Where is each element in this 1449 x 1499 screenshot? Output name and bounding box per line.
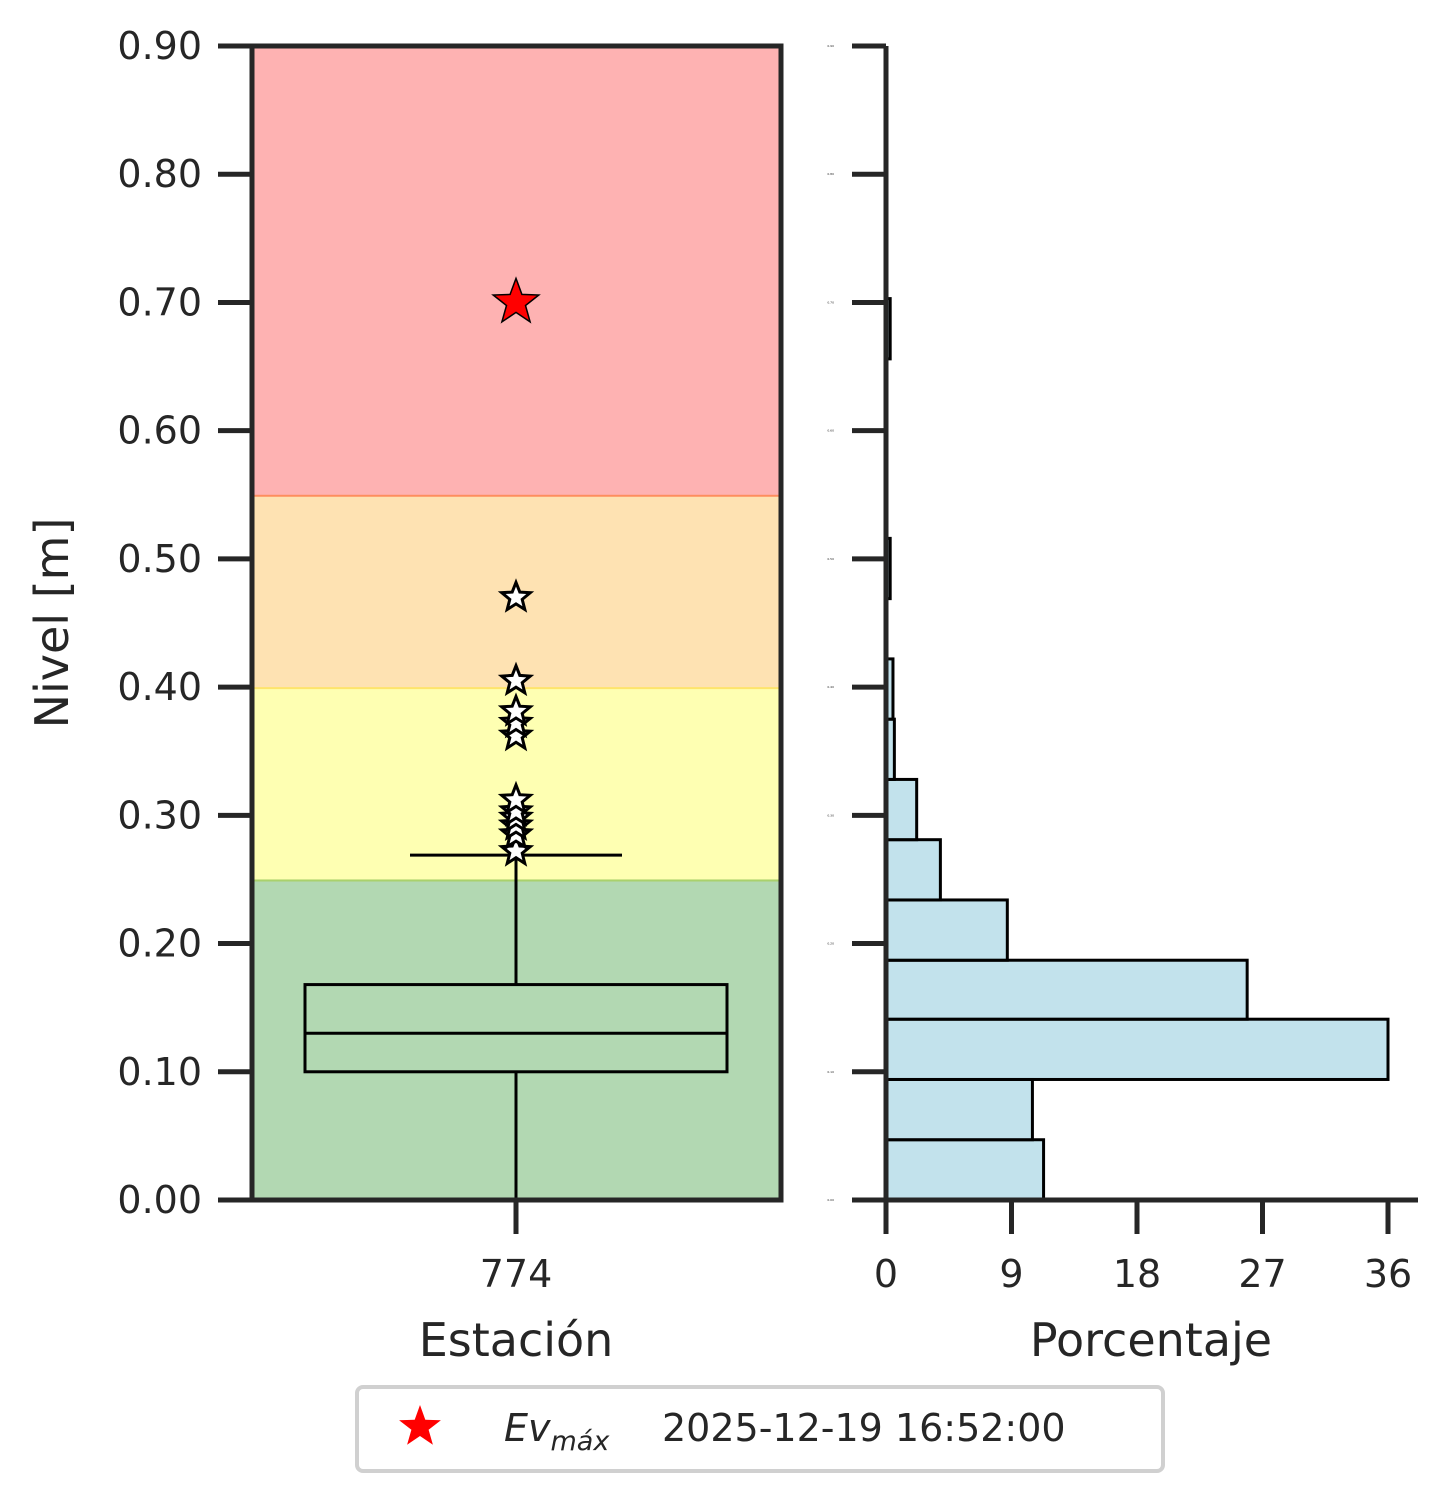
star-icon [399,1405,441,1445]
histogram-bar [884,1138,1046,1202]
box-plot-panel: 0.00 0.10 0.20 0.30 0.40 0.50 0.60 0.70 0.80 0.90… [25,24,784,1367]
outlier-star [497,792,535,827]
histogram-bar [884,1077,1034,1142]
histogram-y-tick-label: 0.80 [827,172,834,176]
legend-label-main: Ev [504,1406,551,1450]
outlier-star [497,661,535,697]
y-tick-label: 0.70 [117,280,202,324]
y-tick-label: 0.60 [117,409,202,453]
histogram-y-tick-label: 0.40 [827,685,834,689]
x-tick-label: 774 [480,1252,553,1296]
histogram-x-tick-label: 9 [999,1252,1023,1296]
histogram-y-tick-label: 0.00 [827,1198,834,1202]
y-tick-label: 0.10 [117,1050,202,1094]
histogram-y-tick-label: 0.60 [827,429,834,433]
histogram-x-tick-label: 27 [1238,1252,1286,1296]
x-axis-ticks: 774 [480,1200,553,1296]
histogram-x-ticks: 0 9 18 27 36 [874,1200,1412,1296]
y-tick-label: 0.00 [117,1178,202,1222]
outlier-star [497,578,535,613]
histogram-panel: 0.00 0.10 0.20 0.30 0.40 0.50 0.60 0.70 0.80 0.90… [827,43,1418,1367]
y-tick-label: 0.30 [117,793,202,837]
histogram-x-tick-label: 36 [1364,1252,1412,1296]
y-axis-ticks: 0.00 0.10 0.20 0.30 0.40 0.50 0.60 0.70 0.80 0.90 [117,24,252,1222]
histogram-bar [884,838,942,902]
y-tick-label: 0.90 [117,24,202,68]
legend-date: 2025-12-19 16:52:00 [662,1406,1066,1450]
histogram-y-tick-label: 0.10 [827,1070,834,1074]
histogram-bar [884,898,1009,962]
legend-label: Evmáx [504,1406,610,1457]
y-tick-label: 0.20 [117,922,202,966]
histogram-y-tick-label: 0.90 [827,44,834,48]
y-axis-label: Nivel [m] [25,518,79,729]
histogram-axes [883,46,1418,1203]
x-axis-label: Estación [419,1313,614,1367]
outlier-star [497,780,535,816]
max-event-star [491,276,541,324]
level-band [252,46,781,495]
y-tick-label: 0.40 [117,665,202,709]
histogram-x-tick-label: 18 [1113,1252,1161,1296]
box-plot [303,853,729,1200]
outlier-markers [497,578,535,867]
legend-box [355,1385,1165,1473]
histogram-y-ticks: 0.00 0.10 0.20 0.30 0.40 0.50 0.60 0.70 0.80 0.90 [827,43,886,1203]
y-tick-label: 0.80 [117,152,202,196]
histogram-y-tick-label: 0.50 [827,557,834,561]
histogram-y-tick-label: 0.30 [827,813,834,817]
histogram-bar [884,1017,1390,1081]
interquartile-box [303,983,729,1074]
y-tick-label: 0.50 [117,537,202,581]
histogram-bars [884,297,1390,1202]
max-event-marker [491,276,541,324]
histogram-y-tick-label: 0.20 [827,942,834,946]
histogram-y-tick-label: 0.70 [827,300,834,304]
histogram-x-axis-label: Porcentaje [1030,1313,1272,1367]
histogram-bar [884,958,1249,1021]
legend: Evmáx 2025-12-19 16:52:00 [355,1385,1165,1473]
outlier-star [497,703,535,739]
outlier-star [497,832,535,867]
histogram-bar [884,777,919,842]
outlier-star [497,692,535,727]
legend-label-subscript: máx [551,1426,611,1457]
outlier-star [497,716,535,752]
level-bands [252,46,781,1200]
histogram-x-tick-label: 0 [874,1252,898,1296]
